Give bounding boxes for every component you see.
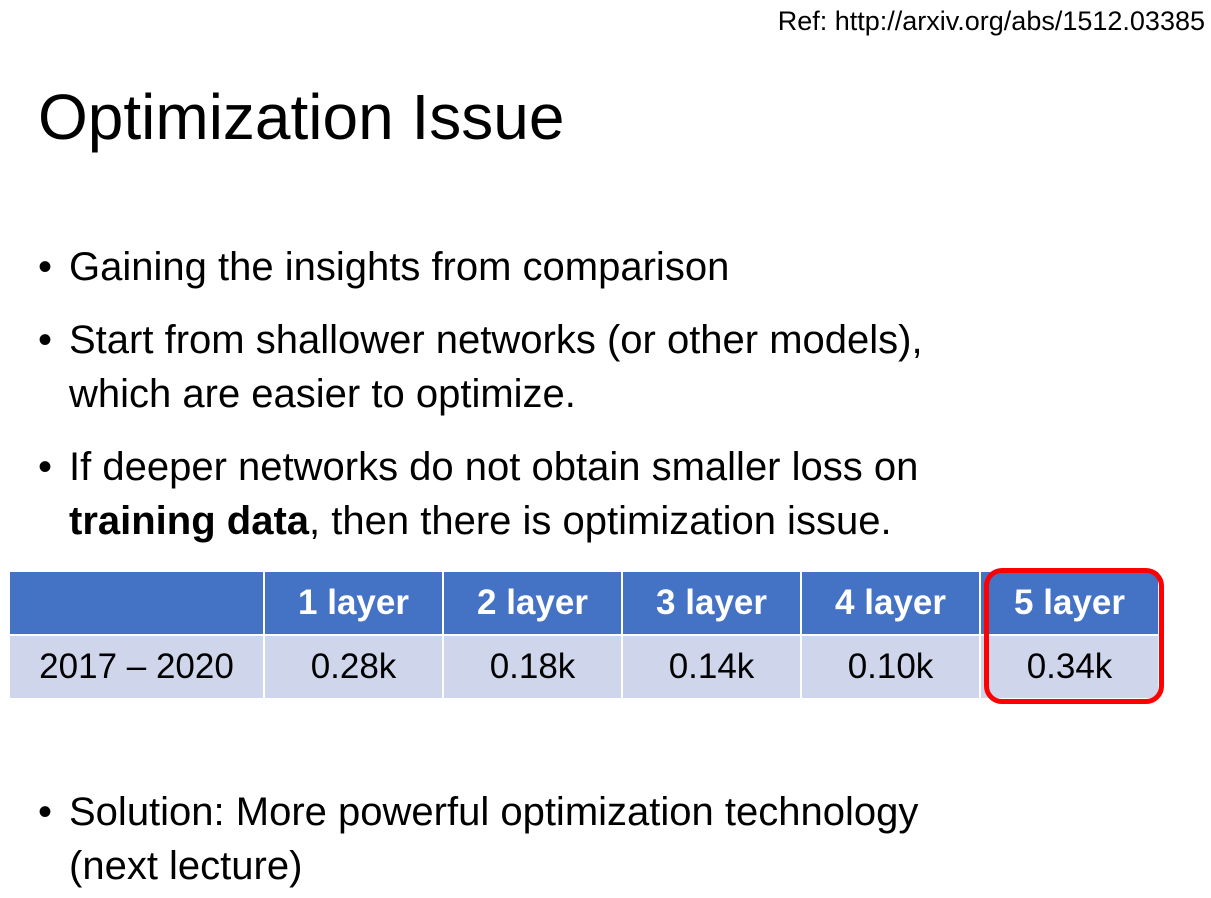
- table-header-cell: [8, 570, 265, 636]
- table-header-cell: 3 layer: [621, 570, 802, 636]
- table-row: 2017 – 2020 0.28k 0.18k 0.14k 0.10k 0.34…: [8, 634, 1160, 700]
- bullet-item: • If deeper networks do not obtain small…: [38, 440, 1158, 548]
- table-header-cell: 2 layer: [442, 570, 623, 636]
- bullet-text-line1: Solution: More powerful optimization tec…: [69, 790, 919, 834]
- table-cell: 0.28k: [263, 634, 444, 700]
- table-cell: 0.18k: [442, 634, 623, 700]
- table-cell: 0.14k: [621, 634, 802, 700]
- bullet-dot: •: [38, 790, 53, 834]
- table-header-row: 1 layer 2 layer 3 layer 4 layer 5 layer: [8, 570, 1160, 636]
- bullet-dot: •: [38, 318, 53, 362]
- reference-link: Ref: http://arxiv.org/abs/1512.03385: [777, 6, 1205, 36]
- bullet-text-line1: Start from shallower networks (or other …: [69, 318, 923, 362]
- bullet-item: • Start from shallower networks (or othe…: [38, 313, 1158, 421]
- bullet-text-line2: which are easier to optimize.: [69, 372, 576, 416]
- bullet-item: • Gaining the insights from comparison: [38, 240, 1158, 294]
- bullet-text: Gaining the insights from comparison: [69, 245, 730, 289]
- bullet-list: • Gaining the insights from comparison •…: [38, 240, 1158, 567]
- bullet-text-rest: , then there is optimization issue.: [309, 499, 892, 543]
- bullet-text-line2: (next lecture): [69, 844, 303, 888]
- slide-title: Optimization Issue: [38, 81, 565, 153]
- table-header-cell: 4 layer: [800, 570, 981, 636]
- table-cell: 0.34k: [979, 634, 1160, 700]
- table-cell: 0.10k: [800, 634, 981, 700]
- bullet-dot: •: [38, 245, 53, 289]
- bullet-item: • Solution: More powerful optimization t…: [38, 785, 1158, 893]
- results-table: 1 layer 2 layer 3 layer 4 layer 5 layer …: [8, 570, 1160, 700]
- bullet-bold-text: training data: [69, 499, 310, 543]
- bullet-text-line1: If deeper networks do not obtain smaller…: [69, 445, 919, 489]
- bullet-dot: •: [38, 445, 53, 489]
- table-header-cell: 1 layer: [263, 570, 444, 636]
- table-header-cell: 5 layer: [979, 570, 1160, 636]
- table-cell: 2017 – 2020: [8, 634, 265, 700]
